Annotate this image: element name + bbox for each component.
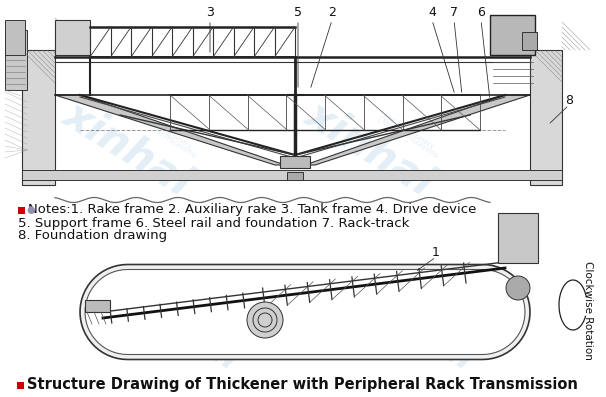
- Bar: [5, 20, 25, 55]
- Bar: [280, 156, 310, 168]
- Circle shape: [258, 313, 272, 327]
- Text: EPC & Machinery: EPC & Machinery: [381, 113, 435, 149]
- Bar: [22, 170, 562, 180]
- Bar: [85, 300, 110, 312]
- Text: EPC & Machinery: EPC & Machinery: [194, 301, 236, 330]
- Text: 5. Support frame 6. Steel rail and foundation 7. Rack-track: 5. Support frame 6. Steel rail and found…: [18, 216, 410, 229]
- Bar: [287, 172, 303, 180]
- Polygon shape: [85, 270, 525, 355]
- Circle shape: [506, 276, 530, 300]
- Text: 5: 5: [294, 6, 302, 19]
- Bar: [490, 15, 535, 55]
- Text: 4: 4: [428, 6, 436, 19]
- Bar: [530, 50, 562, 185]
- Circle shape: [253, 308, 277, 332]
- Text: Structure Drawing of Thickener with Peripheral Rack Transmission: Structure Drawing of Thickener with Peri…: [27, 378, 578, 393]
- Text: | Mineral Processing: | Mineral Processing: [376, 116, 439, 159]
- Text: | Mineral Processing: | Mineral Processing: [135, 116, 198, 159]
- Text: xinhai: xinhai: [125, 284, 244, 376]
- Bar: [55, 20, 90, 55]
- Text: 7: 7: [450, 6, 458, 19]
- Text: EPC & Machinery: EPC & Machinery: [429, 301, 471, 330]
- Text: xinhai: xinhai: [56, 93, 199, 204]
- Bar: [17, 382, 24, 389]
- Text: Clockwise Rotation: Clockwise Rotation: [583, 260, 593, 359]
- Text: 1: 1: [432, 245, 440, 258]
- Bar: [18, 207, 25, 214]
- Text: 6: 6: [477, 6, 485, 19]
- Bar: [5, 30, 27, 90]
- Text: EPC & Machinery: EPC & Machinery: [139, 113, 192, 149]
- Bar: [498, 213, 538, 263]
- Polygon shape: [55, 95, 285, 165]
- Bar: [522, 32, 537, 50]
- Text: | Mineral Processing: | Mineral Processing: [425, 304, 475, 338]
- Text: 8: 8: [565, 94, 573, 106]
- Polygon shape: [80, 264, 530, 360]
- Text: 8. Foundation drawing: 8. Foundation drawing: [18, 229, 167, 243]
- Text: ●: ●: [27, 205, 39, 215]
- Text: | Mineral Processing: | Mineral Processing: [190, 304, 240, 338]
- Circle shape: [247, 302, 283, 338]
- Text: 2: 2: [328, 6, 336, 19]
- Bar: [22, 50, 55, 185]
- Text: xinhai: xinhai: [298, 93, 442, 204]
- Polygon shape: [305, 95, 530, 165]
- Text: 3: 3: [206, 6, 214, 19]
- Text: Notes:1. Rake frame 2. Auxiliary rake 3. Tank frame 4. Drive device: Notes:1. Rake frame 2. Auxiliary rake 3.…: [28, 204, 476, 216]
- Text: xinhai: xinhai: [361, 284, 479, 376]
